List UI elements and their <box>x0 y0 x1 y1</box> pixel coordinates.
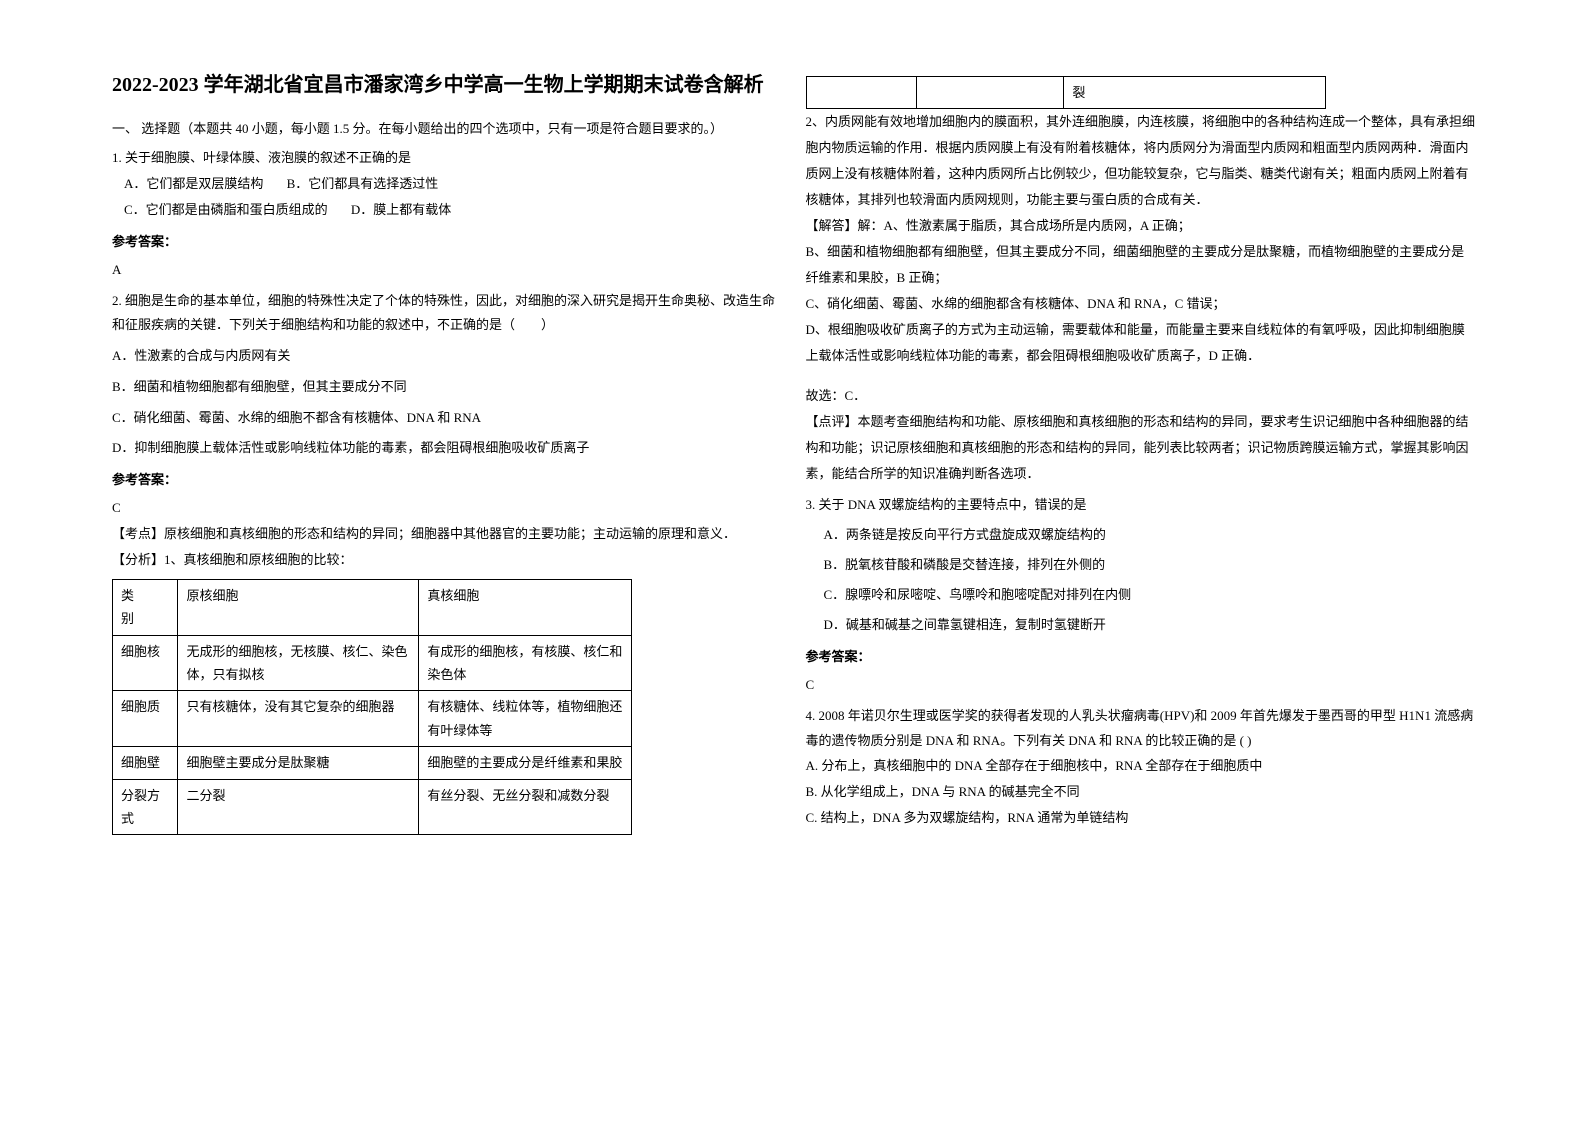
q3-opt-b: B．脱氧核苷酸和磷酸是交替连接，排列在外侧的 <box>824 552 1476 578</box>
q1-answer-label: 参考答案： <box>112 229 782 255</box>
q1-answer: A <box>112 257 782 283</box>
table-cell: 细胞核 <box>113 635 178 691</box>
table-cell: 二分裂 <box>178 779 419 835</box>
table-cell: 裂 <box>1064 77 1325 109</box>
q4-opt-c: C. 结构上，DNA 多为双螺旋结构，RNA 通常为单链结构 <box>806 805 1476 831</box>
q3-answer-label: 参考答案： <box>806 644 1476 670</box>
q4-opt-b: B. 从化学组成上，DNA 与 RNA 的碱基完全不同 <box>806 779 1476 805</box>
table-row: 细胞质 只有核糖体，没有其它复杂的细胞器 有核糖体、线粒体等，植物细胞还有叶绿体… <box>113 691 632 747</box>
q4-stem: 4. 2008 年诺贝尔生理或医学奖的获得者发现的人乳头状瘤病毒(HPV)和 2… <box>806 704 1476 753</box>
q2-answer: C <box>112 495 782 521</box>
q3-answer: C <box>806 672 1476 698</box>
table-row: 分裂方式 二分裂 有丝分裂、无丝分裂和减数分裂 <box>113 779 632 835</box>
q2-opt-a: A．性激素的合成与内质网有关 <box>112 344 782 369</box>
q2-cont-p7: 【点评】本题考查细胞结构和功能、原核细胞和真核细胞的形态和结构的异同，要求考生识… <box>806 409 1476 487</box>
q2-cont-p6: 故选：C． <box>806 383 1476 409</box>
q3-opt-c: C．腺嘌呤和尿嘧啶、鸟嘌呤和胞嘧啶配对排列在内侧 <box>824 582 1476 608</box>
table-cell: 原核细胞 <box>178 579 419 635</box>
table-cell: 细胞质 <box>113 691 178 747</box>
table-row: 裂 <box>806 77 1325 109</box>
q2-exp2: 【分析】1、真核细胞和原核细胞的比较： <box>112 547 782 573</box>
table-cell: 细胞壁 <box>113 747 178 779</box>
q1-opt-b: B．它们都具有选择透过性 <box>287 176 439 191</box>
q1-opt-c: C．它们都是由磷脂和蛋白质组成的 <box>124 202 328 217</box>
table-row: 细胞壁 细胞壁主要成分是肽聚糖 细胞壁的主要成分是纤维素和果胶 <box>113 747 632 779</box>
table-cell: 分裂方式 <box>113 779 178 835</box>
q3-opt-a: A．两条链是按反向平行方式盘旋成双螺旋结构的 <box>824 522 1476 548</box>
left-column: 2022-2023 学年湖北省宜昌市潘家湾乡中学高一生物上学期期末试卷含解析 一… <box>100 70 794 1092</box>
table-cell <box>806 77 916 109</box>
q1-options-row2: C．它们都是由磷脂和蛋白质组成的 D．膜上都有载体 <box>124 197 782 223</box>
q2-answer-label: 参考答案： <box>112 467 782 493</box>
q2-exp1: 【考点】原核细胞和真核细胞的形态和结构的异同；细胞器中其他器官的主要功能；主动运… <box>112 521 782 547</box>
q4-opt-a: A. 分布上，真核细胞中的 DNA 全部存在于细胞核中，RNA 全部存在于细胞质… <box>806 753 1476 779</box>
right-column: 裂 2、内质网能有效地增加细胞内的膜面积，其外连细胞膜，内连核膜，将细胞中的各种… <box>794 70 1488 1092</box>
table-cell: 只有核糖体，没有其它复杂的细胞器 <box>178 691 419 747</box>
table-cell: 类 别 <box>113 579 178 635</box>
table-row: 细胞核 无成形的细胞核，无核膜、核仁、染色体，只有拟核 有成形的细胞核，有核膜、… <box>113 635 632 691</box>
q2-opt-d: D．抑制细胞膜上载体活性或影响线粒体功能的毒素，都会阻碍根细胞吸收矿质离子 <box>112 436 782 461</box>
q2-cont-p3: B、细菌和植物细胞都有细胞壁，但其主要成分不同，细菌细胞壁的主要成分是肽聚糖，而… <box>806 239 1476 291</box>
table-cell: 细胞壁的主要成分是纤维素和果胶 <box>419 747 632 779</box>
q3-stem: 3. 关于 DNA 双螺旋结构的主要特点中，错误的是 <box>806 493 1476 518</box>
q2-cont-p4: C、硝化细菌、霉菌、水绵的细胞都含有核糖体、DNA 和 RNA，C 错误； <box>806 291 1476 317</box>
table-cell: 细胞壁主要成分是肽聚糖 <box>178 747 419 779</box>
doc-title: 2022-2023 学年湖北省宜昌市潘家湾乡中学高一生物上学期期末试卷含解析 <box>112 70 782 100</box>
q1-stem: 1. 关于细胞膜、叶绿体膜、液泡膜的叙述不正确的是 <box>112 146 782 171</box>
q2-opt-c: C．硝化细菌、霉菌、水绵的细胞不都含有核糖体、DNA 和 RNA <box>112 406 782 431</box>
q2-cont-p1: 2、内质网能有效地增加细胞内的膜面积，其外连细胞膜，内连核膜，将细胞中的各种结构… <box>806 109 1476 213</box>
table-cell: 真核细胞 <box>419 579 632 635</box>
q2-stem: 2. 细胞是生命的基本单位，细胞的特殊性决定了个体的特殊性，因此，对细胞的深入研… <box>112 289 782 338</box>
table-cell: 有丝分裂、无丝分裂和减数分裂 <box>419 779 632 835</box>
section-1-heading: 一、 选择题（本题共 40 小题，每小题 1.5 分。在每小题给出的四个选项中，… <box>112 118 782 140</box>
q1-options-row1: A．它们都是双层膜结构 B．它们都具有选择透过性 <box>124 171 782 197</box>
table-cell <box>916 77 1064 109</box>
q2-cont-p2: 【解答】解：A、性激素属于脂质，其合成场所是内质网，A 正确； <box>806 213 1476 239</box>
q2-opt-b: B．细菌和植物细胞都有细胞壁，但其主要成分不同 <box>112 375 782 400</box>
q2-cont-p5: D、根细胞吸收矿质离子的方式为主动运输，需要载体和能量，而能量主要来自线粒体的有… <box>806 317 1476 369</box>
q1-opt-a: A．它们都是双层膜结构 <box>124 176 263 191</box>
table-row: 类 别 原核细胞 真核细胞 <box>113 579 632 635</box>
q1-opt-d: D．膜上都有载体 <box>351 202 451 217</box>
q3-opt-d: D．碱基和碱基之间靠氢键相连，复制时氢键断开 <box>824 612 1476 638</box>
continuation-table: 裂 <box>806 76 1326 109</box>
comparison-table: 类 别 原核细胞 真核细胞 细胞核 无成形的细胞核，无核膜、核仁、染色体，只有拟… <box>112 579 632 836</box>
table-cell: 有成形的细胞核，有核膜、核仁和染色体 <box>419 635 632 691</box>
table-cell: 有核糖体、线粒体等，植物细胞还有叶绿体等 <box>419 691 632 747</box>
table-cell: 无成形的细胞核，无核膜、核仁、染色体，只有拟核 <box>178 635 419 691</box>
